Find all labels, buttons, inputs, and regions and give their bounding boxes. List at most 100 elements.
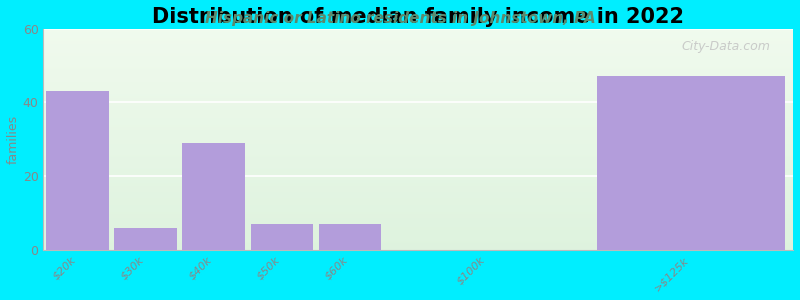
Bar [43, 150, 793, 151]
Bar [43, 104, 793, 105]
Bar [43, 134, 793, 135]
Bar [43, 220, 793, 221]
Bar [43, 168, 793, 169]
Bar [43, 161, 793, 162]
Bar [43, 126, 793, 127]
Bar [43, 225, 793, 226]
Bar [43, 244, 793, 245]
Bar [43, 151, 793, 152]
Bar [43, 56, 793, 57]
Bar [43, 139, 793, 140]
Bar [43, 215, 793, 217]
Bar [43, 164, 793, 165]
Bar [43, 125, 793, 126]
Bar [43, 53, 793, 54]
Bar [43, 118, 793, 119]
Bar [597, 76, 785, 250]
Bar [43, 109, 793, 110]
Bar [43, 169, 793, 170]
Bar [43, 32, 793, 33]
Bar [43, 193, 793, 194]
Bar [43, 188, 793, 189]
Bar [43, 42, 793, 43]
Bar [43, 28, 793, 30]
Bar [46, 91, 109, 250]
Bar [43, 63, 793, 64]
Bar [43, 172, 793, 173]
Bar [43, 246, 793, 247]
Bar [43, 68, 793, 69]
Bar [43, 176, 793, 177]
Bar [43, 50, 793, 51]
Bar [43, 74, 793, 75]
Bar [43, 209, 793, 210]
Bar [43, 36, 793, 37]
Bar [43, 183, 793, 184]
Bar [43, 152, 793, 154]
Bar [43, 128, 793, 129]
Bar [43, 116, 793, 117]
Bar [43, 105, 793, 106]
Bar [43, 130, 793, 131]
Bar [43, 83, 793, 84]
Bar [43, 87, 793, 88]
Bar [43, 96, 793, 97]
Bar [43, 80, 793, 82]
Bar [43, 52, 793, 53]
Bar [43, 58, 793, 59]
Bar [43, 142, 793, 143]
Bar [43, 148, 793, 149]
Bar [43, 165, 793, 166]
Bar [43, 34, 793, 35]
Bar [43, 181, 793, 182]
Bar [43, 196, 793, 198]
Bar [43, 201, 793, 202]
Text: Hispanic or Latino residents in Johnstown, PA: Hispanic or Latino residents in Johnstow… [205, 11, 595, 26]
Bar [43, 160, 793, 161]
Bar [43, 245, 793, 246]
Bar [43, 189, 793, 190]
Bar [43, 37, 793, 38]
Bar [43, 99, 793, 101]
Bar [43, 136, 793, 137]
Bar [43, 48, 793, 50]
Bar [43, 103, 793, 104]
Bar [43, 233, 793, 234]
Bar [43, 175, 793, 176]
Bar [43, 141, 793, 142]
Bar [43, 62, 793, 63]
Bar [43, 149, 793, 150]
Bar [43, 90, 793, 92]
Bar [43, 173, 793, 175]
Bar [43, 75, 793, 76]
Text: City-Data.com: City-Data.com [682, 40, 770, 52]
Bar [43, 248, 793, 249]
Bar [43, 64, 793, 65]
Bar [43, 88, 793, 89]
Bar [43, 217, 793, 218]
Bar [43, 232, 793, 233]
Bar [43, 35, 793, 36]
Bar [43, 138, 793, 139]
Bar [43, 78, 793, 80]
Bar [43, 82, 793, 83]
Bar [43, 212, 793, 213]
Bar [43, 115, 793, 116]
Bar [43, 166, 793, 167]
Bar [43, 187, 793, 188]
Bar [43, 94, 793, 95]
Bar [43, 243, 793, 244]
Bar [250, 224, 314, 250]
Bar [43, 31, 793, 32]
Bar [114, 228, 177, 250]
Bar [43, 204, 793, 206]
Bar [43, 129, 793, 130]
Bar [43, 51, 793, 52]
Bar [43, 222, 793, 223]
Bar [43, 127, 793, 128]
Bar [43, 61, 793, 62]
Bar [43, 158, 793, 159]
Bar [43, 210, 793, 211]
Bar [43, 143, 793, 145]
Bar [43, 180, 793, 181]
